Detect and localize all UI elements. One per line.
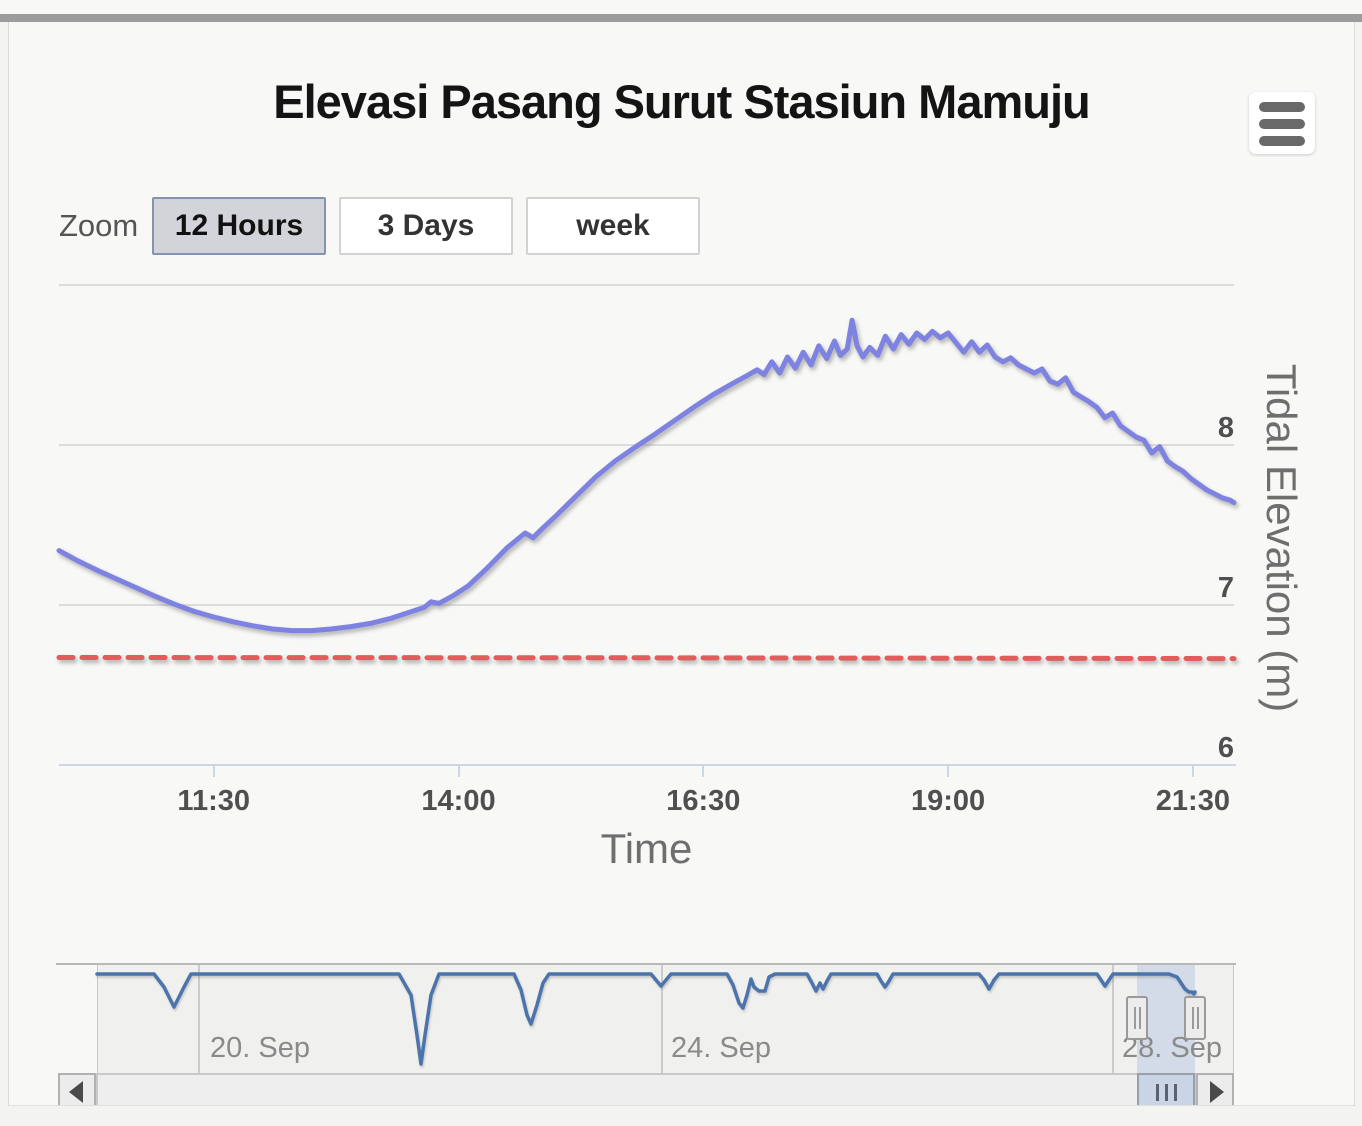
thumb-grip	[1173, 1083, 1177, 1101]
zoom-button-12-hours[interactable]: 12 Hours	[152, 197, 326, 255]
page-top-strip	[0, 0, 1362, 14]
chart-container: Elevasi Pasang Surut Stasiun Mamuju Zoom…	[8, 22, 1355, 1106]
navigator-outline	[56, 963, 1236, 965]
handle-grip	[1134, 1007, 1136, 1029]
navigator-left-handle[interactable]	[1126, 996, 1148, 1040]
handle-grip	[1139, 1007, 1141, 1029]
x-tick-label: 19:00	[910, 785, 986, 817]
range-selector-label: Zoom	[59, 208, 139, 243]
navigator-date-label: 24. Sep	[671, 1032, 771, 1064]
x-tick-label: 14:00	[421, 785, 496, 817]
y-axis-title: Tidal Elevation (m)	[1258, 363, 1305, 713]
divider-bar	[0, 14, 1362, 22]
export-menu-button[interactable]	[1249, 92, 1315, 154]
threshold-dashed-line	[56, 655, 1237, 662]
scrollbar-thumb[interactable]	[1137, 1073, 1195, 1105]
x-tick-label: 16:30	[666, 785, 741, 817]
chart-title: Elevasi Pasang Surut Stasiun Mamuju	[273, 75, 1090, 128]
thumb-grip	[1155, 1083, 1159, 1101]
scrollbar-right-button[interactable]	[1196, 1073, 1234, 1105]
tidal-elevation-line	[56, 317, 1237, 634]
navigator-series	[95, 972, 1197, 1066]
handle-grip	[1197, 1007, 1199, 1029]
y-tick-label: 6	[1217, 732, 1234, 764]
y-tick-label: 8	[1217, 412, 1234, 444]
x-tick-label: 21:30	[1155, 785, 1230, 817]
scrollbar-left-button[interactable]	[58, 1073, 96, 1105]
thumb-grip	[1164, 1083, 1168, 1101]
scrollbar-track[interactable]	[96, 1073, 1196, 1105]
navigator-date-label: 20. Sep	[210, 1032, 310, 1064]
zoom-button-3-days[interactable]: 3 Days	[339, 197, 513, 255]
arrow-left-icon	[69, 1081, 83, 1103]
arrow-right-icon	[1210, 1081, 1224, 1103]
x-axis-line	[59, 764, 1236, 766]
y-tick-label: 7	[1217, 572, 1234, 604]
x-axis-title: Time	[600, 825, 693, 872]
plot-area[interactable]	[56, 285, 1237, 765]
x-tick-label: 11:30	[177, 785, 250, 817]
zoom-button-week[interactable]: week	[526, 197, 700, 255]
navigator-right-handle[interactable]	[1184, 996, 1206, 1040]
handle-grip	[1192, 1007, 1194, 1029]
